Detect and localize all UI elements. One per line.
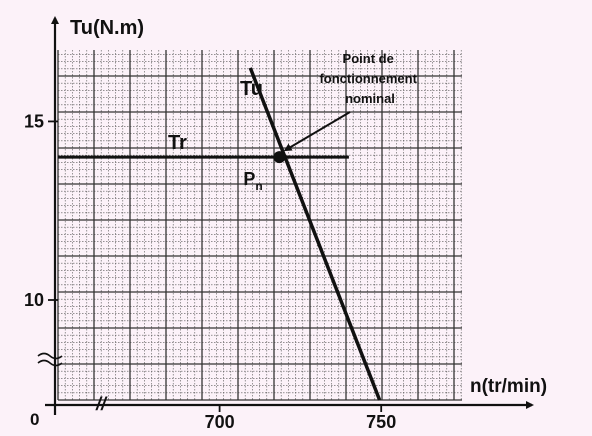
annotation-text: Point de fonctionnement nominal <box>319 51 420 106</box>
y-axis-break-1 <box>37 352 63 360</box>
axes <box>37 16 534 415</box>
series-label-tu: Tu <box>240 78 263 100</box>
x-axis-label: n(tr/min) <box>470 376 547 397</box>
grid <box>57 50 462 401</box>
y-axis-label: Tu(N.m) <box>70 17 144 39</box>
series-layer <box>58 67 382 401</box>
annotation-line-2: fonctionnement <box>319 71 417 86</box>
x-axis-break: // <box>95 394 108 414</box>
operating-point-label-sub: n <box>255 179 262 193</box>
x-tick-labels: 700 750 <box>205 405 396 432</box>
annotation-line-1: Point de <box>343 51 394 66</box>
series-label-tr: Tr <box>168 132 187 154</box>
y-tick-label: 10 <box>24 290 44 310</box>
annotation-arrow <box>283 111 351 152</box>
series-line-tu <box>248 67 382 401</box>
origin-label: 0 <box>30 410 39 429</box>
y-axis-break-2 <box>37 359 63 367</box>
y-tick-labels: 10 15 <box>24 111 58 310</box>
operating-point-marker <box>273 151 286 164</box>
annotation-line-3: nominal <box>345 91 395 106</box>
x-tick-label: 700 <box>205 412 235 432</box>
x-tick-label: 750 <box>366 412 396 432</box>
operating-point-label: Pn <box>243 169 262 193</box>
y-tick-label: 15 <box>24 111 44 131</box>
operating-point-label-main: P <box>243 169 255 189</box>
